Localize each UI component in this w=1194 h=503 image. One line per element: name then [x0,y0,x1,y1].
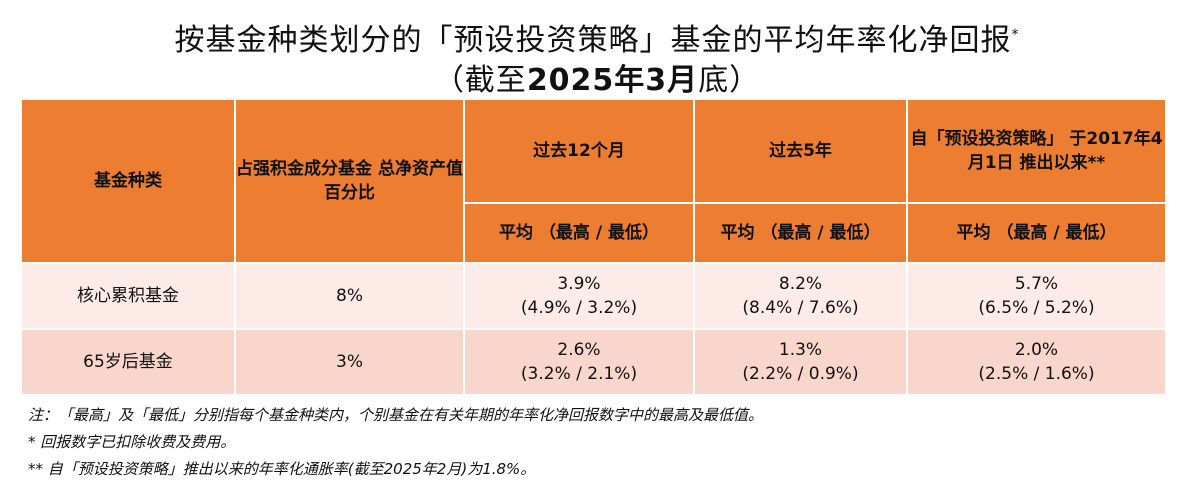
returns-table: 基金种类 占强积金成分基金 总净资产值百分比 过去12个月 过去5年 自「预设投… [20,98,1167,396]
return-range: (4.9% / 3.2%) [520,298,638,318]
return-5y: 1.3% (2.2% / 0.9%) [693,328,908,396]
subheader-5y: 平均 （最高 / 最低） [693,202,908,264]
header-since-line3: 推出以来** [1019,153,1106,173]
return-avg: 3.9% [557,274,601,294]
return-range: (8.4% / 7.6%) [742,298,859,318]
return-since-launch: 5.7% (6.5% / 5.2%) [906,262,1167,330]
fund-name: 65岁后基金 [20,328,236,396]
return-range: (6.5% / 5.2%) [978,298,1095,318]
return-avg: 2.6% [557,340,601,360]
title-line1: 按基金种类划分的「预设投资策略」基金的平均年率化净回报 [174,23,1012,58]
return-since-launch: 2.0% (2.5% / 1.6%) [906,328,1167,396]
return-12m: 3.9% (4.9% / 3.2%) [463,262,695,330]
title-footnote-marker: * [1011,27,1020,43]
footnotes: 注：「最高」及「最低」分别指每个基金种类内，个别基金在有关年期的年率化净回报数字… [28,402,1168,483]
return-5y: 8.2% (8.4% / 7.6%) [693,262,908,330]
page-title: 按基金种类划分的「预设投资策略」基金的平均年率化净回报* （截至2025年3月底… [0,0,1194,98]
header-percent-line2: 总净资产值百分比 [324,159,463,203]
subheader-row: 平均 （最高 / 最低） 平均 （最高 / 最低） 平均 （最高 / 最低） [21,202,1167,264]
header-past-5-years: 过去5年 [693,98,908,204]
return-range: (2.2% / 0.9%) [742,364,859,384]
title-line2-open: （截至 [433,63,527,98]
return-12m: 2.6% (3.2% / 2.1%) [463,328,695,396]
header-fund-type: 基金种类 [20,98,236,264]
table-row: 65岁后基金 3% 2.6% (3.2% / 2.1%) 1.3% (2.2% … [20,328,1167,396]
subheader-avg: 平均 [499,223,534,243]
subheader-maxmin: （最高 / 最低） [538,223,659,243]
header-percent: 占强积金成分基金 总净资产值百分比 [234,98,465,264]
fund-name: 核心累积基金 [20,262,236,330]
subheader-12m: 平均 （最高 / 最低） [463,202,695,264]
return-avg: 1.3% [778,340,823,360]
footnote-asterisk: * 回报数字已扣除收费及费用。 [28,433,236,451]
subheader-maxmin: （最高 / 最低） [996,223,1117,243]
header-since-line2: 于2017年4月1日 [967,129,1163,173]
return-avg: 8.2% [778,274,823,294]
return-range: (2.5% / 1.6%) [978,364,1095,384]
header-since-line1: 自「预设投资策略」 [910,129,1064,149]
subheader-avg: 平均 [720,223,755,243]
title-line2: （截至2025年3月底） [0,64,1194,98]
subheader-maxmin: （最高 / 最低） [760,223,881,243]
title-line2-close: 底） [698,63,761,98]
header-row: 基金种类 占强积金成分基金 总净资产值百分比 过去12个月 过去5年 自「预设投… [20,98,1167,264]
table-row: 核心累积基金 8% 3.9% (4.9% / 3.2%) 8.2% (8.4% … [20,262,1167,330]
return-avg: 5.7% [1014,274,1059,294]
title-line2-date: 2025年3月 [526,63,699,98]
subheader-since: 平均 （最高 / 最低） [906,202,1167,264]
return-avg: 2.0% [1014,340,1059,360]
fund-percent: 8% [234,262,465,330]
header-since-launch: 自「预设投资策略」 于2017年4月1日 推出以来** [906,98,1167,204]
subheader-avg: 平均 [956,223,991,243]
return-range: (3.2% / 2.1%) [520,364,638,384]
footnote-note: 注：「最高」及「最低」分别指每个基金种类内，个别基金在有关年期的年率化净回报数字… [28,406,764,424]
footnote-double-asterisk: ** 自「预设投资策略」推出以来的年率化通胀率(截至2025年2月)为1.8%。 [28,460,536,478]
fund-percent: 3% [234,328,465,396]
header-past-12-months: 过去12个月 [463,98,695,204]
header-percent-line1: 占强积金成分基金 [236,159,373,179]
